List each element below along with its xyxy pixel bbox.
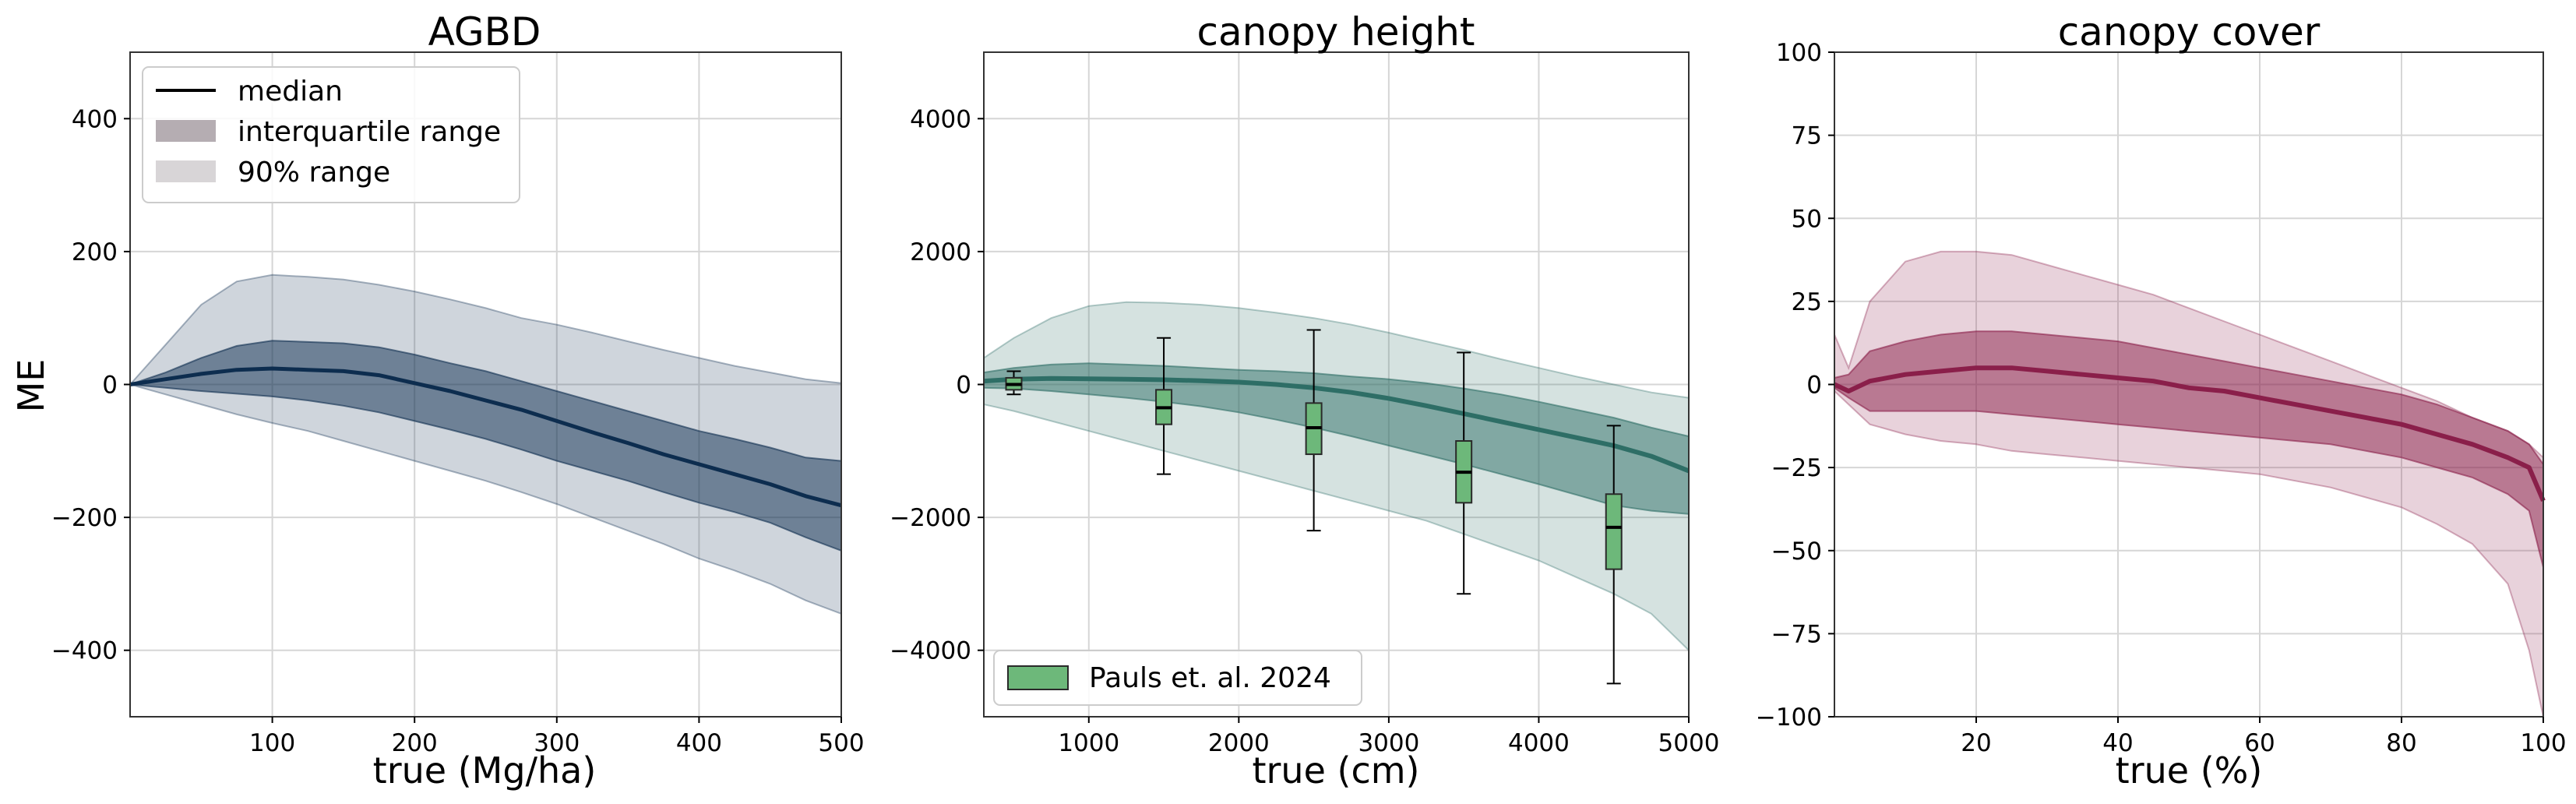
y-tick-label: 0 [956, 372, 971, 400]
y-tick-label: −75 [1771, 620, 1822, 648]
legend-pauls-swatch [1007, 665, 1069, 690]
pauls-box [1155, 337, 1173, 475]
legend-median-label: median [238, 76, 343, 108]
y-tick-label: −400 [51, 637, 118, 665]
y-tick-label: 0 [102, 372, 118, 400]
x-tick-label: 4000 [1508, 729, 1570, 757]
agbd-legend: median interquartile range 90% range [142, 66, 520, 203]
x-tick-label: 20 [1961, 729, 1991, 757]
canopy-height-boxes [1005, 329, 1623, 685]
agbd-title: AGBD [428, 9, 541, 55]
canopy-cover-x-ticks: 20 40 60 80 100 [1961, 717, 2567, 757]
canopy-cover-panel: 20 40 60 80 100 −100 −75 −50 −25 0 25 50 75 100 cano… [1756, 9, 2567, 792]
y-tick-label: 50 [1792, 205, 1822, 233]
x-tick-label: 80 [2386, 729, 2416, 757]
y-tick-label: 4000 [910, 105, 971, 133]
x-tick-label: 3000 [1358, 729, 1419, 757]
legend-90-swatch [156, 160, 216, 182]
x-tick-label: 2000 [1208, 729, 1270, 757]
agbd-x-ticks: 100 200 300 400 500 [249, 717, 865, 757]
box-body [1605, 493, 1623, 570]
y-tick-label: −2000 [890, 504, 971, 532]
legend-90-label: 90% range [238, 157, 390, 189]
legend-iqr-label: interquartile range [238, 116, 501, 148]
y-tick-label: 400 [72, 105, 118, 133]
canopy-height-title: canopy height [1196, 9, 1475, 55]
canopy-height-x-axis-label: true (cm) [1252, 749, 1419, 792]
agbd-median-line [129, 366, 842, 508]
canopy-height-legend: Pauls et. al. 2024 [993, 650, 1362, 706]
x-tick-label: 400 [676, 729, 722, 757]
legend-iqr-swatch [156, 120, 216, 142]
x-tick-label: 200 [392, 729, 438, 757]
legend-frame [142, 66, 520, 203]
x-tick-label: 100 [249, 729, 295, 757]
y-tick-label: 2000 [910, 238, 971, 266]
legend-frame [993, 650, 1362, 706]
canopy-height-x-ticks: 1000 2000 3000 4000 5000 [1058, 717, 1719, 757]
agbd-x-axis-label: true (Mg/ha) [373, 749, 597, 792]
pauls-box [1605, 425, 1623, 685]
y-tick-label: −50 [1771, 538, 1822, 566]
y-tick-label: 75 [1792, 122, 1822, 150]
y-tick-label: −200 [51, 504, 118, 532]
x-tick-label: 500 [818, 729, 864, 757]
y-tick-label: 200 [72, 238, 118, 266]
x-tick-label: 5000 [1658, 729, 1720, 757]
canopy-cover-title: canopy cover [2058, 9, 2321, 55]
x-tick-label: 100 [2520, 729, 2566, 757]
canopy-height-panel: 1000 2000 3000 4000 5000 −4000 −2000 0 2000 4000… [890, 9, 1719, 792]
canopy-height-median-line [983, 376, 1690, 474]
agbd-panel: 100 200 300 400 500 −400 −200 0 200 400 AGBD tru… [10, 9, 865, 792]
agbd-y-axis-label: ME [10, 359, 52, 413]
x-tick-label: 300 [534, 729, 580, 757]
pauls-box [1455, 351, 1473, 595]
legend-pauls-label: Pauls et. al. 2024 [1089, 662, 1331, 694]
canopy-cover-x-axis-label: true (%) [2116, 749, 2263, 792]
canopy-cover-median-line [1833, 365, 2546, 502]
canopy-height-y-ticks: −4000 −2000 0 2000 4000 [890, 105, 984, 665]
y-tick-label: −100 [1756, 704, 1822, 732]
y-tick-label: 0 [1806, 372, 1822, 400]
x-tick-label: 40 [2102, 729, 2133, 757]
agbd-y-ticks: −400 −200 0 200 400 [51, 105, 130, 665]
y-tick-label: 25 [1792, 288, 1822, 316]
pauls-box [1005, 370, 1023, 396]
y-tick-label: −25 [1771, 454, 1822, 482]
canopy-cover-y-ticks: −100 −75 −50 −25 0 25 50 75 100 [1756, 39, 1834, 732]
x-tick-label: 1000 [1058, 729, 1119, 757]
x-tick-label: 60 [2244, 729, 2275, 757]
y-tick-label: 100 [1776, 39, 1822, 67]
pauls-box [1305, 329, 1323, 532]
y-tick-label: −4000 [890, 637, 971, 665]
